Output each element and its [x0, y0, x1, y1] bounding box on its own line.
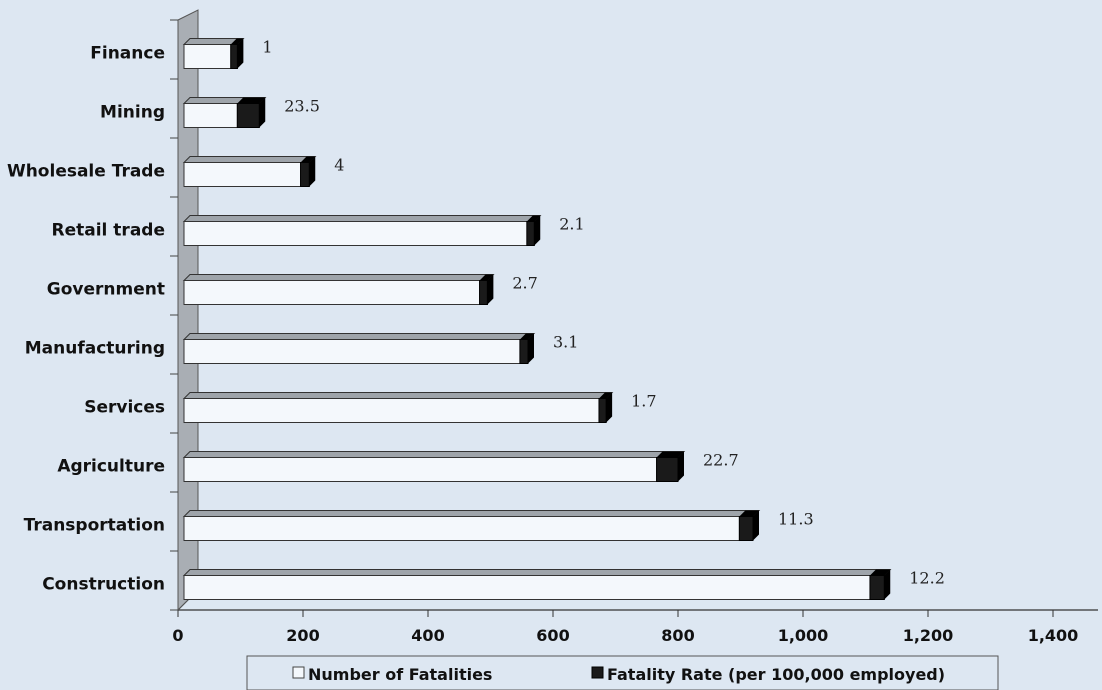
fatalities-bar — [183, 516, 754, 541]
legend-swatch-rate — [591, 666, 604, 679]
rate-bar — [300, 162, 310, 187]
x-tick-label: 400 — [411, 626, 444, 645]
category-label: Transportation — [24, 516, 165, 536]
rate-label: 12.2 — [909, 569, 945, 588]
category-label: Government — [47, 280, 165, 300]
rate-bar-top — [739, 510, 759, 517]
bar-group: 2.7 — [182, 274, 538, 305]
rate-bar-top — [598, 392, 613, 399]
legend-swatch-fatalities — [292, 666, 305, 679]
rate-bar-side — [528, 333, 534, 364]
legend-box — [246, 655, 999, 690]
rate-bar — [236, 103, 260, 128]
rate-bar — [526, 221, 535, 246]
fatalities-bar-top — [182, 333, 536, 340]
rate-bar-side — [884, 569, 891, 600]
category-label: Wholesale Trade — [7, 162, 165, 182]
rate-bar-top — [230, 38, 244, 45]
category-label: Manufacturing — [25, 339, 165, 359]
legend-label-rate: Fatality Rate (per 100,000 employed) — [607, 665, 945, 684]
bar-group: 3.1 — [182, 333, 578, 364]
bar-group: 11.3 — [182, 510, 814, 541]
fatalities-bar-top — [182, 274, 495, 281]
rate-bar-side — [534, 215, 541, 246]
fatalities-bar — [183, 44, 238, 69]
rate-bar-side — [237, 38, 244, 69]
fatalities-bar-top — [182, 451, 686, 458]
fatalities-bar-top — [182, 215, 542, 222]
fatalities-bar — [183, 339, 529, 364]
category-label: Services — [84, 398, 165, 418]
rate-label: 1 — [262, 38, 272, 57]
category-label: Retail trade — [52, 221, 165, 241]
bar-group: 22.7 — [182, 451, 739, 482]
legend-label-fatalities: Number of Fatalities — [308, 665, 492, 684]
x-tick-label: 200 — [286, 626, 319, 645]
rate-bar — [519, 339, 529, 364]
rate-label: 23.5 — [284, 97, 320, 116]
fatalities-bar — [183, 398, 607, 423]
rate-bar — [656, 457, 679, 482]
fatalities-bar-top — [182, 569, 892, 576]
bar-group: 1 — [182, 38, 273, 69]
bar-group: 1.7 — [182, 392, 657, 423]
rate-bar — [869, 575, 885, 600]
bar-group: 12.2 — [182, 569, 945, 600]
bar-group: 4 — [182, 156, 344, 187]
rate-label: 4 — [334, 156, 344, 175]
x-tick-label: 1,000 — [778, 626, 829, 645]
category-label: Finance — [90, 44, 165, 64]
fatalities-bar-top — [182, 392, 614, 399]
rate-bar-side — [487, 274, 494, 305]
bar-group: 23.5 — [182, 97, 320, 128]
rate-bar-side — [309, 156, 316, 187]
rate-bar-top — [300, 156, 316, 163]
x-tick-label: 800 — [661, 626, 694, 645]
rate-bar-top — [237, 97, 266, 104]
fatalities-bar-top — [182, 156, 317, 163]
legend: Number of Fatalities Fatality Rate (per 1… — [246, 655, 999, 690]
rate-bar-top — [479, 274, 494, 281]
rate-bar-side — [678, 451, 684, 482]
rate-label: 11.3 — [778, 510, 814, 529]
fatalities-bar — [183, 221, 535, 246]
rate-label: 1.7 — [631, 392, 656, 411]
fatalities-bar — [183, 457, 679, 482]
fatalities-bar — [183, 280, 488, 305]
rate-bar — [598, 398, 607, 423]
rate-bar-top — [869, 569, 891, 576]
category-label: Mining — [100, 103, 165, 123]
rate-label: 3.1 — [553, 333, 578, 352]
rate-bar-side — [606, 392, 613, 423]
rate-label: 2.1 — [559, 215, 584, 234]
rate-bar — [479, 280, 488, 305]
x-tick-label: 1,400 — [1028, 626, 1079, 645]
rate-label: 2.7 — [512, 274, 537, 293]
x-tick-label: 600 — [536, 626, 569, 645]
rate-bar-top — [656, 451, 684, 458]
fatalities-bar — [183, 162, 310, 187]
category-label: Construction — [42, 575, 165, 595]
rate-bar-top — [526, 215, 541, 222]
rate-label: 22.7 — [703, 451, 739, 470]
rate-bar-side — [259, 97, 266, 128]
fatalities-bar — [183, 575, 885, 600]
rate-bar-top — [519, 333, 534, 340]
rate-bar — [738, 516, 754, 541]
category-label: Agriculture — [57, 457, 165, 477]
rate-bar-side — [753, 510, 759, 541]
rate-bar — [230, 44, 238, 69]
x-tick-label: 1,200 — [903, 626, 954, 645]
bar-group: 2.1 — [182, 215, 585, 246]
x-tick-label: 0 — [172, 626, 183, 645]
fatalities-bar-top — [182, 510, 761, 517]
